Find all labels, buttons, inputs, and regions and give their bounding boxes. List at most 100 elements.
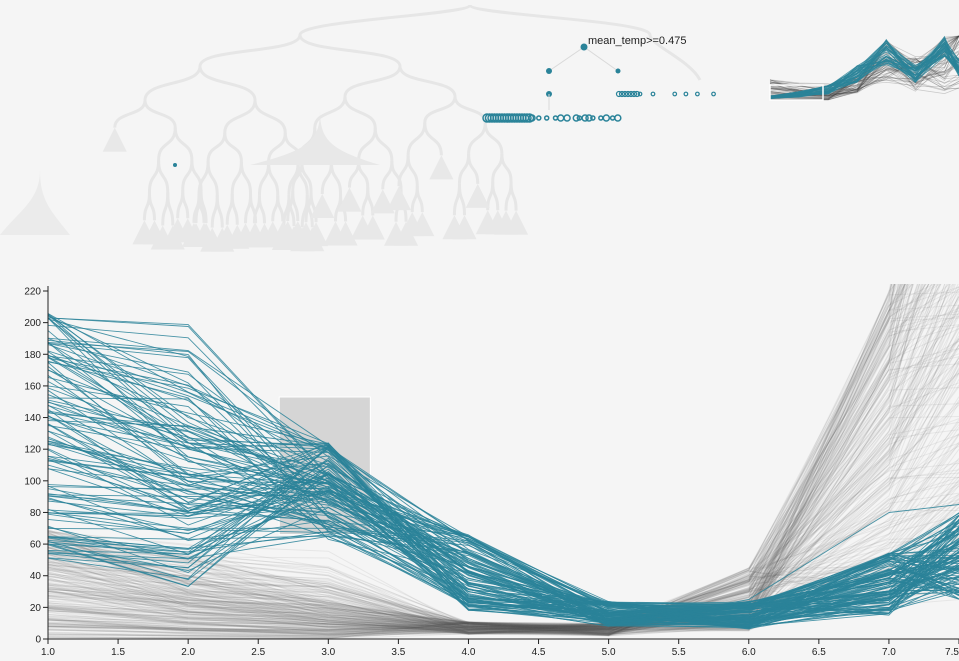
tree-leaf-node[interactable] [524,113,535,123]
tree-leaf-node[interactable] [672,91,678,97]
ghost-edge [206,161,219,196]
tree-leaf-node[interactable] [637,91,643,97]
context-series-line [48,284,902,636]
ghost-leaf [452,215,477,240]
minimap-context-line [769,65,959,100]
context-series-line [48,356,959,636]
context-series-line [48,372,959,626]
ghost-edge [483,122,504,155]
tree-leaf-node[interactable] [581,114,589,122]
context-series-line [48,284,897,634]
x-axis: 1.0 1.5 2.0 2.5 3.0 3.5 4.0 4.5 5.0 5.5 6.0 6.5 7.0 7… [41,638,959,658]
split-label: mean_temp>=0.475 [588,35,686,47]
context-series-line [48,416,959,635]
tree-leaf-node[interactable] [621,90,629,98]
ghost-edge [267,161,280,196]
context-series-line [48,284,908,634]
tree-leaf-node[interactable] [614,114,622,122]
context-series-line [48,344,959,632]
context-series-line [48,337,959,626]
overview-minimap[interactable] [769,35,959,101]
tree-leaf-row [482,94,622,123]
decision-tree-active[interactable]: mean_temp>=0.475 [173,35,686,167]
tree-leaf-node[interactable] [624,90,632,98]
ghost-edge [143,99,177,128]
minimap-highlight-line [769,50,959,99]
tree-leaf-node[interactable] [630,90,638,98]
tree-leaf-node[interactable] [543,115,550,121]
context-series-line [48,284,915,631]
highlighted-series-line [48,460,959,625]
ghost-edge [373,127,394,161]
tree-node-left[interactable] [546,68,552,74]
minimap-context-line [769,35,959,92]
context-series-line [48,284,905,627]
context-series-line [48,434,959,633]
tree-leaf-node[interactable] [528,114,536,122]
highlighted-series-line [48,412,959,624]
ghost-edge [406,155,419,187]
ghost-edge [648,34,702,81]
highlighted-series-line [48,357,959,630]
context-series-line [48,339,959,633]
tree-leaf-node[interactable] [650,91,656,97]
context-series-line [48,286,959,634]
context-series-line [48,497,959,638]
tree-node-root[interactable] [580,43,588,51]
context-series-line [48,443,959,631]
context-series-line [48,284,899,633]
context-series-line [48,315,959,631]
tree-leaf-node[interactable] [563,114,571,122]
tree-leaf-node[interactable] [590,115,596,121]
tree-node-right[interactable] [615,68,621,74]
ghost-leaf [465,183,490,208]
tree-leaf-node[interactable] [572,114,581,122]
context-series-line [48,284,902,635]
context-series-line [48,284,955,627]
tree-leaf-node[interactable] [585,114,593,122]
y-tick-label: 20 [30,603,42,614]
context-series-line [48,284,936,628]
ghost-edge [147,192,156,221]
context-series-line [48,284,913,629]
context-series-line [48,284,903,632]
context-series-line [48,476,959,628]
context-series-line [48,284,901,628]
context-series-line [48,284,954,635]
context-series-line [48,482,959,635]
line-chart: 1.0 1.5 2.0 2.5 3.0 3.5 4.0 4.5 5.0 5.5 6.0 6.5 7.0 7… [24,284,959,658]
tree-leaf-node[interactable] [627,90,635,98]
minimap-viewport[interactable] [769,84,824,101]
minimap-context-line [769,35,959,99]
context-series-line [48,288,959,636]
context-series-line [48,445,959,630]
context-series-line [48,434,959,637]
tree-node-ghost-leaf[interactable] [173,163,177,167]
context-series-line [48,284,906,634]
context-series-line [48,382,959,629]
tree-leaf-node[interactable] [694,91,700,97]
context-series-line [48,284,892,639]
ghost-edge [291,191,300,222]
context-series-line [48,403,959,636]
context-series-line [48,284,930,630]
tree-leaf-node[interactable] [633,90,641,98]
tree-leaf-node[interactable] [711,91,716,97]
ghost-edge [343,96,377,129]
context-series-line [48,325,959,630]
tree-leaf-node[interactable] [615,90,623,98]
tree-leaf-node[interactable] [683,91,689,97]
tree-leaf-node[interactable] [536,115,542,121]
x-tick-label: 6.0 [742,647,756,658]
context-series-line [48,284,923,630]
context-series-line [48,335,959,630]
tree-edge [548,46,585,72]
tree-leaf-node[interactable] [602,114,611,122]
ghost-edge [500,153,513,182]
tree-leaf-node[interactable] [618,90,626,98]
context-series-line [48,284,905,629]
context-series-line [48,317,959,635]
context-series-line [48,288,959,631]
ghost-leaf [310,193,335,218]
ghost-edge [276,195,285,222]
